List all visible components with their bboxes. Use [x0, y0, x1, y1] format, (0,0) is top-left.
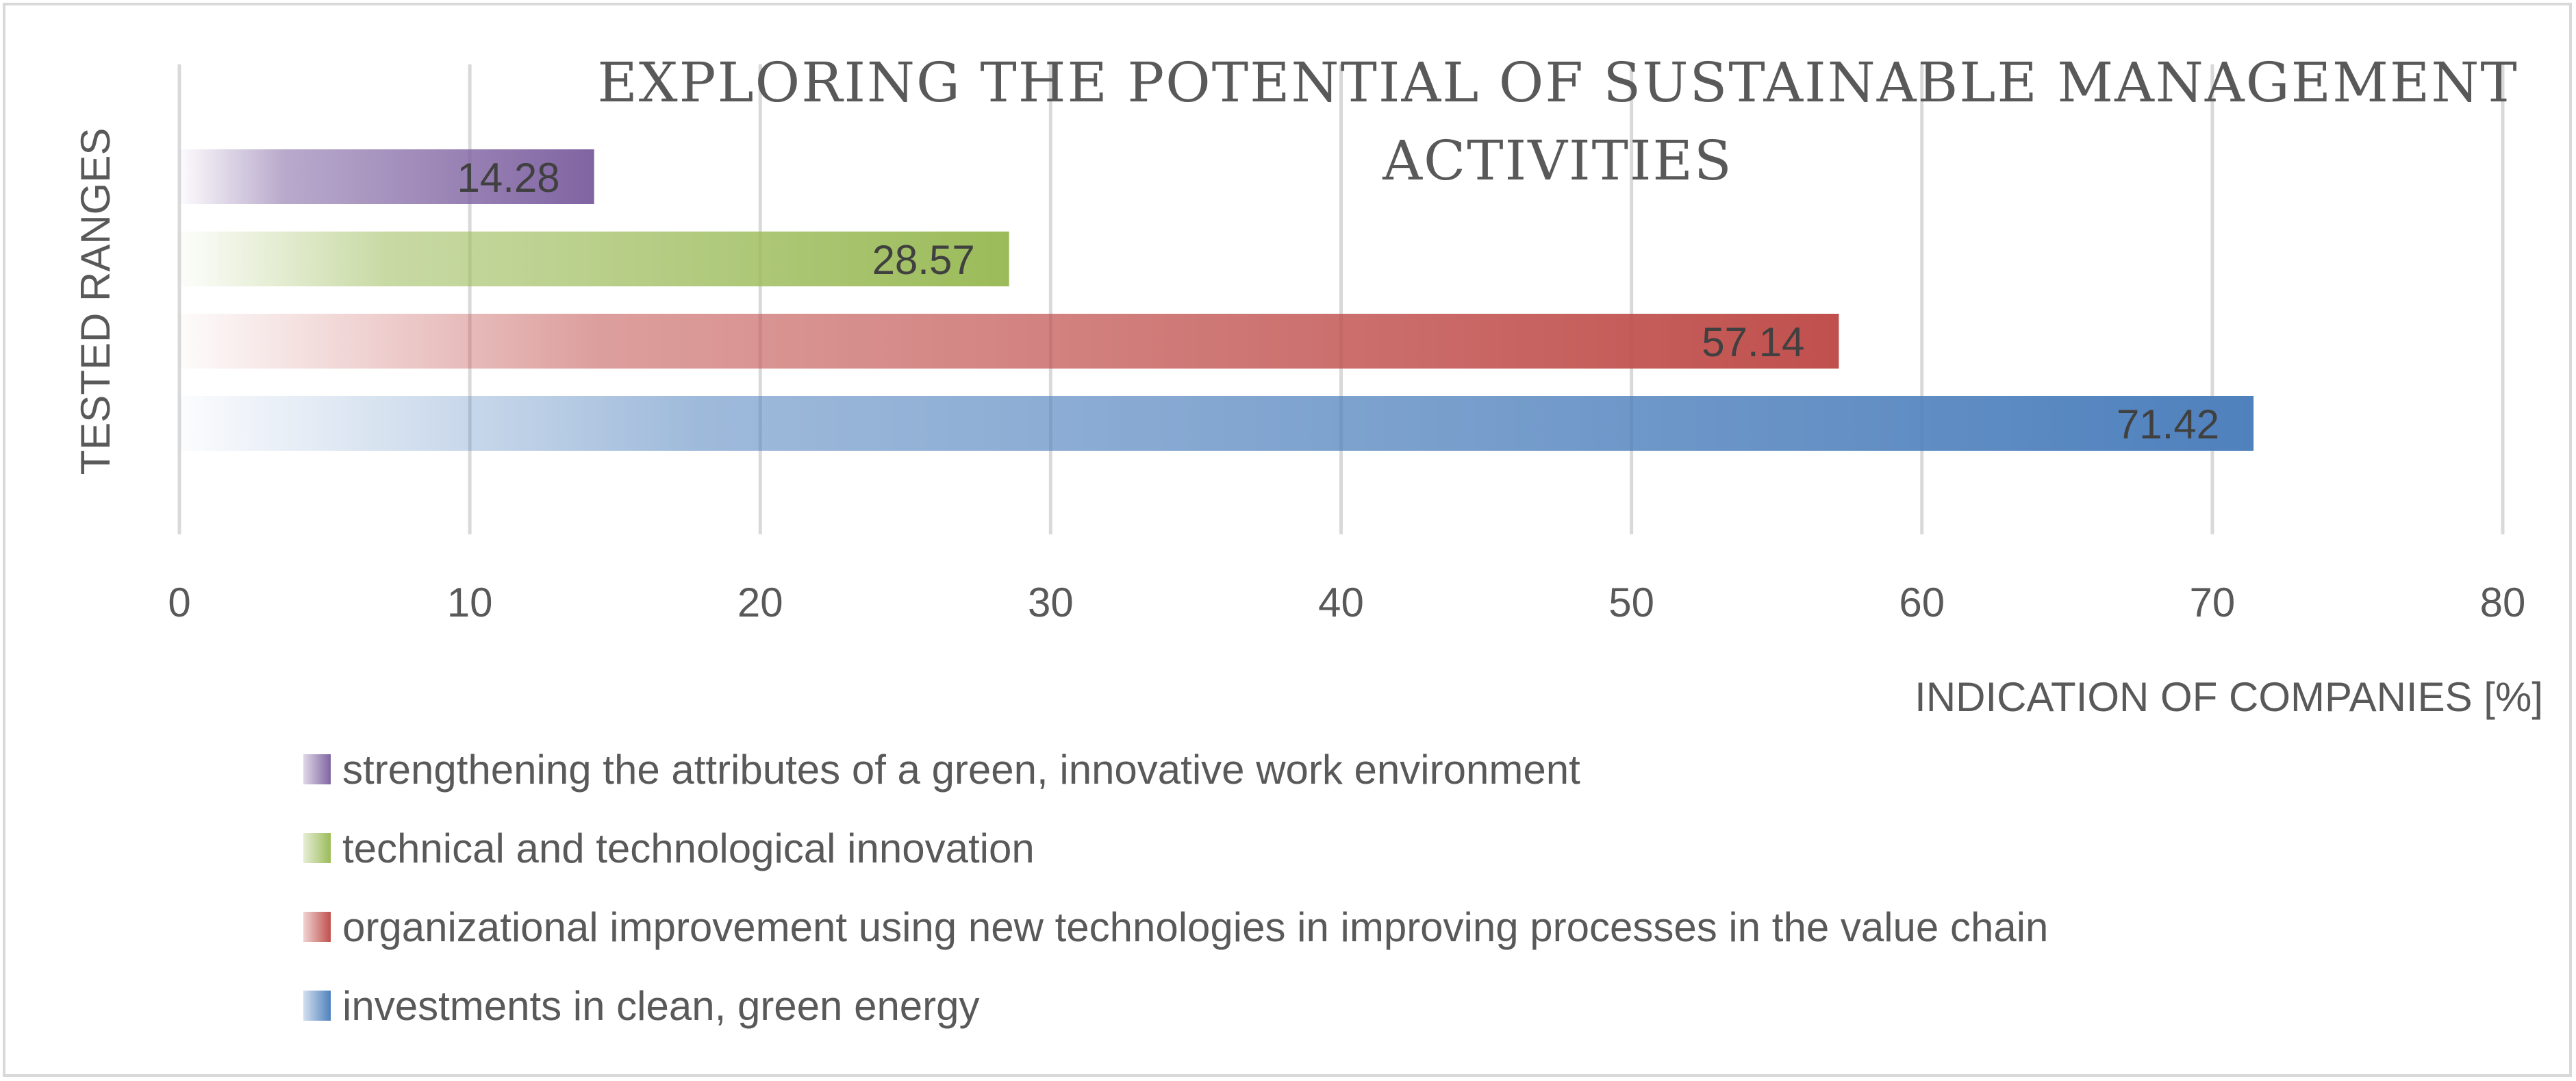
x-tick-label-20: 20: [737, 580, 783, 625]
legend-swatch-4: [303, 991, 331, 1021]
x-tick-label-50: 50: [1608, 580, 1654, 625]
legend: strengthening the attributes of a green,…: [303, 747, 2048, 1029]
x-tick-label-10: 10: [447, 580, 493, 625]
bar-2: [179, 232, 1009, 286]
x-tick-label-0: 0: [168, 580, 190, 625]
legend-label-4: investments in clean, green energy: [342, 983, 980, 1029]
legend-label-2: technical and technological innovation: [342, 825, 1035, 871]
bar-data-label-2: 28.57: [872, 237, 975, 283]
legend-label-1: strengthening the attributes of a green,…: [342, 747, 1580, 793]
chart-title-line-2: ACTIVITIES: [1382, 129, 1732, 192]
grid-layer: [177, 64, 2505, 534]
bar-3: [179, 314, 1839, 369]
x-axis-title: INDICATION OF COMPANIES [%]: [1915, 674, 2543, 720]
legend-label-3: organizational improvement using new tec…: [342, 904, 2048, 950]
x-tick-label-80: 80: [2480, 580, 2526, 625]
legend-swatch-3: [303, 912, 331, 942]
legend-swatch-2: [303, 833, 331, 863]
bar-layer: 14.28 28.57 57.14 71.42: [179, 149, 2254, 451]
bar-data-label-1: 14.28: [457, 155, 559, 201]
x-tick-label-30: 30: [1028, 580, 1074, 625]
bar-1: [179, 149, 594, 204]
chart-title-line-1: EXPLORING THE POTENTIAL OF SUSTAINABLE M…: [597, 51, 2518, 114]
bar-data-label-3: 57.14: [1702, 319, 1804, 365]
x-tick-label-60: 60: [1899, 580, 1945, 625]
x-tick-label-70: 70: [2190, 580, 2236, 625]
y-axis-title: TESTED RANGES: [73, 128, 118, 475]
x-tick-label-40: 40: [1318, 580, 1364, 625]
legend-swatch-1: [303, 754, 331, 784]
bar-data-label-4: 71.42: [2117, 401, 2219, 447]
bar-4: [179, 396, 2254, 451]
x-tick-labels: 0 10 20 30 40 50 60 70 80: [168, 580, 2525, 625]
